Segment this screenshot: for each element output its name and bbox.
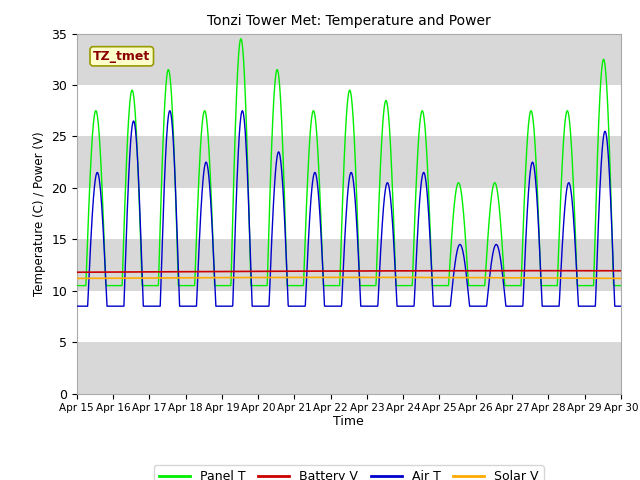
Bar	[77, 85, 621, 136]
Y-axis label: Temperature (C) / Power (V): Temperature (C) / Power (V)	[33, 132, 45, 296]
X-axis label: Time: Time	[333, 415, 364, 428]
Text: TZ_tmet: TZ_tmet	[93, 50, 150, 63]
Bar	[77, 188, 621, 240]
Title: Tonzi Tower Met: Temperature and Power: Tonzi Tower Met: Temperature and Power	[207, 14, 491, 28]
Legend: Panel T, Battery V, Air T, Solar V: Panel T, Battery V, Air T, Solar V	[154, 465, 544, 480]
Bar	[77, 291, 621, 342]
